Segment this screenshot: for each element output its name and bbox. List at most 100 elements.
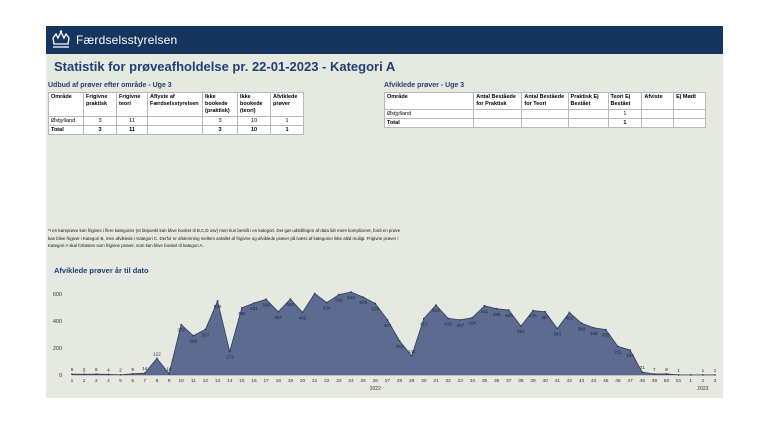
col-header: Ikke bookede (teori) (237, 92, 271, 117)
data-point (701, 373, 704, 376)
y-tick-label: 0 (59, 373, 62, 379)
x-tick-label: 12 (203, 378, 209, 384)
data-label: 9 (131, 367, 134, 372)
data-point (483, 304, 486, 307)
data-label: 335 (602, 333, 610, 338)
data-point (398, 339, 401, 342)
x-tick-label: 15 (239, 378, 245, 384)
x-tick-label: 17 (263, 378, 269, 384)
data-label: 417 (420, 322, 428, 327)
site-header: Færdselsstyrelsen (46, 26, 723, 54)
data-label: 382 (578, 326, 586, 331)
x-tick-label: 23 (336, 378, 342, 384)
data-label: 475 (529, 314, 537, 319)
year-label: 2022 (370, 386, 381, 392)
x-tick-label: 50 (664, 378, 670, 384)
offer-table: Område Frigivne praktisk Frigivne teori … (48, 92, 304, 135)
table-cell: 3 (202, 116, 238, 126)
data-point (532, 309, 534, 312)
x-tick-label: 29 (409, 378, 415, 384)
x-tick-label: 37 (506, 378, 512, 384)
data-point (507, 309, 510, 311)
data-point (325, 301, 328, 304)
series-line (71, 291, 715, 376)
data-label: 184 (626, 353, 634, 358)
x-tick-label: 33 (458, 378, 464, 384)
x-tick-label: 32 (445, 378, 451, 384)
table-header-row: Område Frigivne praktisk Frigivne teori … (48, 92, 304, 117)
data-label: 511 (481, 309, 489, 314)
data-point (665, 373, 668, 375)
data-label: 290 (189, 339, 197, 344)
data-point (338, 293, 340, 296)
x-tick-label: 51 (676, 378, 682, 384)
col-header: Ej Mødt (673, 92, 706, 110)
data-point (216, 300, 219, 302)
data-label: 8 (665, 367, 668, 372)
x-tick-label: 30 (421, 378, 427, 384)
x-tick-label: 2 (83, 378, 86, 384)
data-point (629, 349, 631, 351)
data-point (495, 307, 498, 310)
x-tick-label: 36 (494, 378, 500, 384)
data-point (677, 373, 680, 376)
data-label: 5 (83, 367, 86, 372)
table-cell: 10 (237, 125, 271, 135)
data-label: 4 (107, 367, 110, 372)
data-label: 1 (677, 368, 680, 373)
x-tick-label: 16 (251, 378, 257, 384)
table-cell: Total (48, 125, 84, 135)
data-point (301, 311, 304, 314)
col-header: Teori Ej Bestået (607, 92, 643, 110)
footnote: *I en køreprøve kan frigives i flere kat… (48, 228, 401, 249)
data-point (253, 302, 255, 305)
data-label: 10 (166, 367, 172, 372)
data-point (265, 298, 268, 301)
y-tick-label: 400 (53, 319, 62, 325)
data-point (71, 373, 73, 376)
data-point (192, 334, 195, 337)
x-tick-label: 21 (312, 378, 318, 384)
data-label: 211 (614, 349, 622, 354)
data-label: 516 (432, 308, 440, 313)
data-point (447, 317, 449, 320)
col-header: Frigivne teori (116, 92, 148, 117)
table-cell (567, 109, 609, 119)
data-point (410, 355, 413, 357)
x-tick-label: 24 (348, 378, 354, 384)
right-table-title: Afviklede prøver - Uge 3 (384, 82, 465, 89)
data-label: 349 (590, 331, 598, 336)
data-label: 534 (323, 306, 331, 311)
x-tick-label: 40 (542, 378, 548, 384)
col-header: Område (383, 92, 475, 110)
data-label: 141 (408, 349, 416, 354)
y-tick-label: 600 (53, 292, 62, 298)
table-row: Østjylland 3 11 3 10 1 (48, 116, 304, 126)
table-cell (641, 118, 675, 128)
data-label: 6 (71, 367, 74, 372)
col-header: Praktisk Ej Bestået (567, 92, 609, 110)
table-total-row: Total 1 (383, 118, 706, 128)
data-label: 462 (566, 315, 574, 320)
x-tick-label: 19 (288, 378, 294, 384)
table-cell: Østjylland (48, 116, 84, 126)
data-label: 531 (250, 306, 258, 311)
x-tick-label: 9 (168, 378, 171, 384)
data-label: 372 (177, 328, 185, 333)
crown-logo-icon (52, 30, 70, 48)
left-table-title: Udbud af prøver efter område - Uge 3 (48, 82, 172, 89)
table-cell: 11 (116, 116, 148, 126)
data-label: 343 (553, 332, 561, 337)
table-row: Østjylland 1 (383, 109, 706, 119)
table-cell (641, 109, 675, 119)
y-tick-label: 200 (53, 346, 62, 352)
x-tick-label: 31 (433, 378, 439, 384)
data-point (689, 373, 692, 376)
data-label: 1 (702, 368, 705, 373)
brand-name[interactable]: Færdselsstyrelsen (76, 33, 178, 47)
x-tick-label: 45 (603, 378, 609, 384)
data-point (289, 298, 292, 300)
table-cell: Total (383, 118, 475, 128)
data-point (131, 372, 134, 375)
table-cell: 3 (202, 125, 238, 135)
